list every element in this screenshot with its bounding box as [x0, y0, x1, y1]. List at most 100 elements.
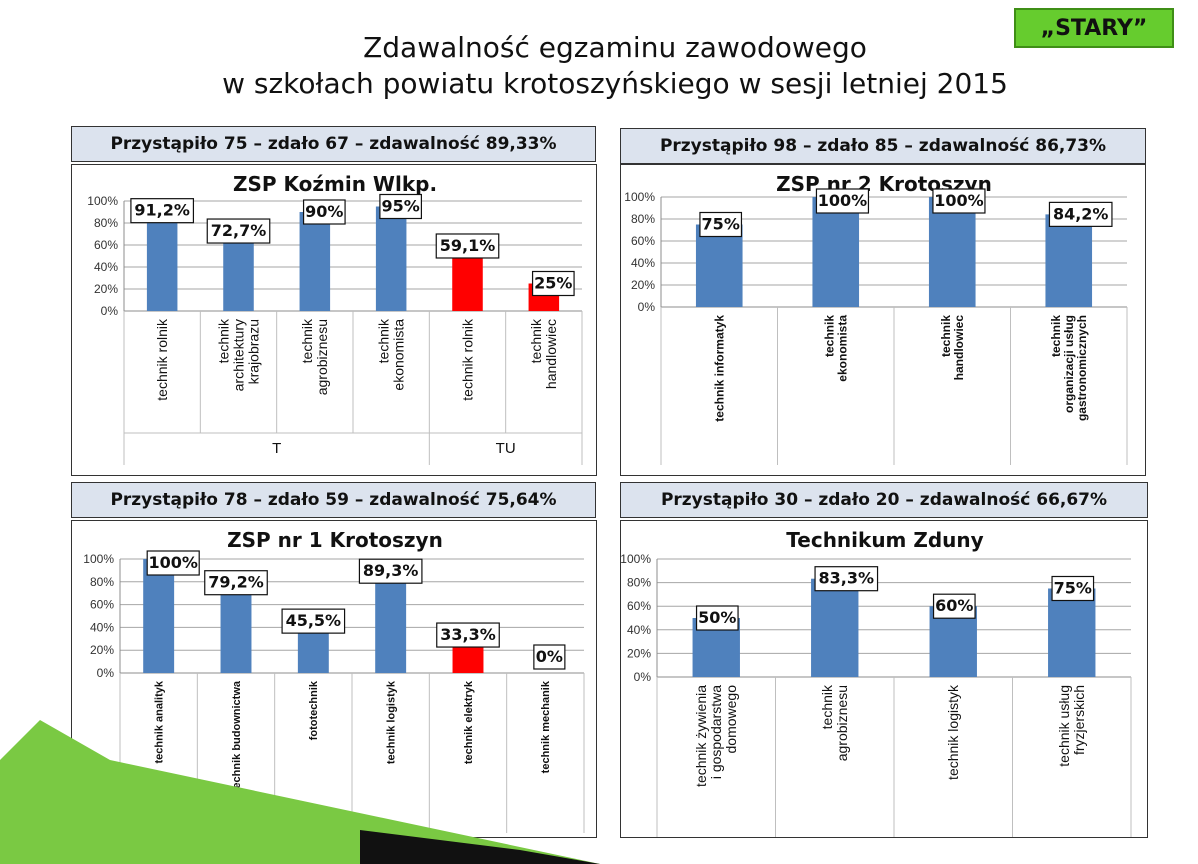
data-label: 50%: [698, 608, 736, 627]
category-label: technik logistyk: [945, 684, 961, 780]
category-label: technik: [215, 318, 231, 363]
data-label: 95%: [382, 197, 420, 216]
slide-decoration: [0, 720, 600, 864]
category-label: ekonomista: [835, 315, 849, 382]
data-label-box: [204, 570, 268, 596]
data-label-box: [1051, 575, 1095, 602]
category-label: domowego: [723, 685, 739, 754]
y-tick-label: 100%: [621, 552, 651, 566]
data-label-box: [130, 198, 195, 224]
y-tick-label: 40%: [631, 256, 655, 270]
data-label: 84,2%: [1053, 204, 1109, 223]
summary-zsp-kozmin: Przystąpiło 75 – zdało 67 – zdawalność 8…: [71, 126, 596, 162]
data-label-box: [358, 558, 423, 584]
data-label-box: [531, 270, 575, 297]
category-label-group: technik logistyk: [945, 684, 961, 780]
data-label: 100%: [818, 191, 867, 210]
category-label-group: technik elektryk: [463, 680, 475, 764]
bar: [375, 571, 407, 673]
category-label: gastronomicznych: [1075, 315, 1089, 421]
bar: [928, 197, 976, 307]
data-label: 89,3%: [363, 561, 419, 580]
data-label: 100%: [148, 553, 197, 572]
bar: [223, 231, 254, 311]
category-label: i gospodarstwa: [708, 685, 724, 779]
page-title: Zdawalność egzaminu zawodowego w szkołac…: [40, 30, 1190, 102]
category-label: krajobrazu: [245, 319, 261, 384]
category-label: technik: [299, 318, 315, 363]
group-label: TU: [496, 440, 516, 457]
y-tick-label: 80%: [94, 216, 118, 230]
bar: [146, 210, 178, 311]
data-label: 60%: [935, 596, 973, 615]
category-label: technik: [822, 315, 836, 357]
y-tick-label: 20%: [631, 278, 655, 292]
chart-title: ZSP nr 1 Krotoszyn: [227, 528, 443, 552]
data-label-box: [1048, 201, 1113, 227]
chart-title: Technikum Zduny: [786, 528, 983, 552]
y-tick-label: 20%: [627, 646, 651, 660]
data-label-box: [206, 218, 271, 244]
data-label-box: [379, 193, 422, 220]
category-label-group: technik agrobiznesu: [299, 318, 330, 395]
y-tick-label: 0%: [101, 304, 119, 318]
bar: [143, 559, 175, 673]
green-swoosh: [0, 720, 600, 864]
category-label: handlowiec: [543, 319, 559, 389]
category-label: technik żywienia: [693, 685, 709, 787]
bar: [811, 578, 859, 677]
category-label: technik: [376, 318, 392, 363]
category-label: technik elektryk: [463, 680, 475, 764]
data-label: 45,5%: [286, 611, 342, 630]
chart-panel-technikum-zduny: Technikum Zduny 0% 20% 40% 60% 80% 100% 50% tech…: [620, 520, 1148, 838]
category-label: technik informatyk: [712, 315, 726, 422]
y-tick-label: 60%: [94, 238, 118, 252]
bar: [375, 206, 407, 311]
data-label-box: [932, 188, 986, 214]
stary-badge: „STARY”: [1014, 8, 1174, 48]
data-label: 91,2%: [134, 201, 190, 220]
summary-zsp-1-krotoszyn: Przystąpiło 78 – zdało 59 – zdawalność 7…: [71, 482, 596, 518]
data-label: 0%: [536, 647, 563, 666]
data-label-box: [695, 605, 739, 631]
chart-panel-zsp-kozmin: ZSP Koźmin Wlkp. 0% 20% 40% 60% 80% 100% T TU 91,…: [71, 164, 597, 476]
category-label: technik rolnik: [154, 318, 170, 401]
category-label-group: technik żywienia i gospodarstwa domowego: [693, 685, 739, 787]
category-label: organizacji usług: [1062, 315, 1076, 413]
category-label-group: technik mechanik: [540, 680, 552, 773]
category-label-group: technik ekonomista: [376, 318, 407, 391]
group-label: T: [272, 440, 281, 457]
page-title-line-1: Zdawalność egzaminu zawodowego: [363, 31, 867, 64]
y-tick-label: 0%: [634, 670, 652, 684]
category-label-group: technik architektury krajobrazu: [215, 318, 261, 391]
chart-title: ZSP Koźmin Wlkp.: [233, 172, 437, 196]
y-tick-label: 0%: [97, 666, 115, 680]
category-label: technik budownictwa: [231, 680, 243, 792]
category-label-group: technik analityk: [154, 680, 166, 763]
y-tick-label: 40%: [90, 620, 114, 634]
data-label: 72,7%: [211, 221, 267, 240]
category-label: architektury: [230, 319, 246, 391]
summary-zsp-2-krotoszyn: Przystąpiło 98 – zdało 85 – zdawalność 8…: [620, 128, 1146, 164]
category-label: technik analityk: [154, 680, 166, 763]
data-label: 33,3%: [440, 625, 496, 644]
data-label: 59,1%: [440, 236, 496, 255]
data-label-box: [302, 199, 346, 225]
data-label: 75%: [1054, 579, 1092, 598]
category-label: fototechnik: [308, 680, 320, 740]
bar: [695, 224, 743, 307]
y-tick-label: 80%: [631, 212, 655, 226]
data-label: 79,2%: [208, 573, 264, 592]
category-label: technik usług: [1056, 685, 1072, 767]
y-tick-label: 20%: [90, 643, 114, 657]
category-label-group: fototechnik: [308, 680, 320, 740]
data-label-box: [281, 608, 346, 634]
category-label-group: technik logistyk: [386, 680, 398, 764]
category-label: technik: [819, 684, 835, 729]
data-label: 83,3%: [819, 569, 875, 588]
category-label-group: technik rolnik: [459, 318, 475, 401]
bar: [299, 212, 331, 311]
bar: [1048, 588, 1096, 677]
y-tick-label: 100%: [624, 190, 655, 204]
summary-technikum-zduny: Przystąpiło 30 – zdało 20 – zdawalność 6…: [620, 482, 1148, 518]
